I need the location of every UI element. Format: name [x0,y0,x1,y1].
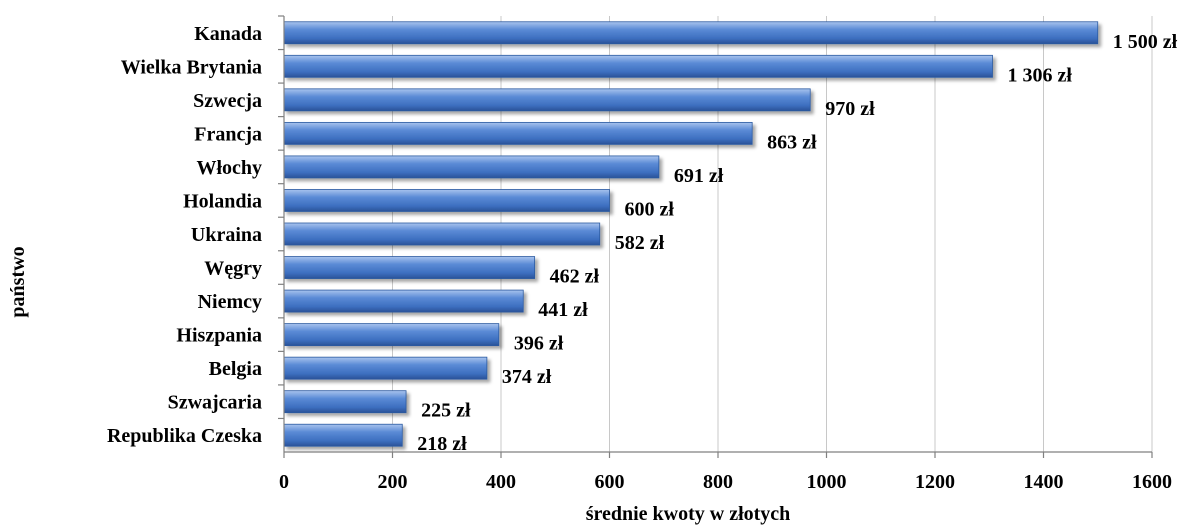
x-tick-labels: 0 200 400 600 800 1000 1200 1400 1600 [279,471,1172,493]
value-label: 218 zł [417,433,467,455]
category-label: Wielka Brytania [121,56,262,78]
bar [283,289,524,313]
value-label: 970 zł [825,98,875,120]
value-label: 691 zł [674,165,724,187]
bar [283,390,407,414]
category-label: Francja [194,123,262,145]
x-tick-label: 1200 [915,471,955,493]
bar [283,423,403,447]
value-label: 441 zł [538,299,588,321]
x-tick-label: 1600 [1132,471,1172,493]
category-label: Niemcy [198,291,262,313]
x-tick-label: 1400 [1024,471,1064,493]
bar [283,88,811,112]
value-label: 582 zł [615,232,665,254]
x-tick-label: 0 [279,471,289,493]
x-tick-label: 800 [703,471,733,493]
y-axis-title: państwo [7,246,29,317]
x-tick-label: 400 [486,471,516,493]
category-label: Kanada [194,23,262,45]
x-axis-title: średnie kwoty w złotych [586,503,791,525]
value-label: 1 500 zł [1113,31,1178,53]
category-label: Szwecja [193,90,262,112]
bar [283,54,993,78]
bar [283,222,601,246]
value-label: 374 zł [502,366,552,388]
bar [283,121,753,145]
x-tick-label: 200 [378,471,408,493]
category-label: Republika Czeska [107,425,262,447]
bar [283,323,500,347]
x-tick-label: 600 [595,471,625,493]
category-labels: Kanada Wielka Brytania Szwecja Francja Włoch… [107,23,262,447]
x-tick-label: 1000 [807,471,847,493]
bars [278,15,1099,447]
category-label: Hiszpania [176,325,262,347]
category-label: Włochy [196,157,262,179]
category-label: Ukraina [191,224,262,246]
value-label: 1 306 zł [1008,64,1073,86]
category-label: Belgia [209,358,262,380]
category-label: Węgry [204,258,262,280]
value-label: 396 zł [514,333,564,355]
bar [283,256,536,279]
value-label: 600 zł [625,198,675,220]
value-label: 225 zł [421,400,471,422]
bar [283,356,488,380]
category-label: Holandia [183,190,262,212]
bar [283,155,660,179]
value-label: 863 zł [767,131,817,153]
bar [283,21,1099,45]
value-labels: 1 500 zł 1 306 zł 970 zł 863 zł 691 zł 600 zł… [417,31,1177,455]
bar [283,189,610,212]
category-label: Szwajcaria [168,392,262,414]
value-label: 462 zł [550,266,600,288]
